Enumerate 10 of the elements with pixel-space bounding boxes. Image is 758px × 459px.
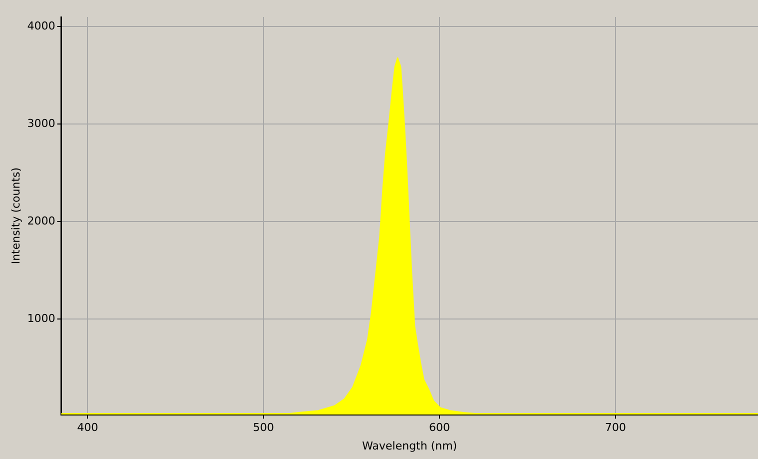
y-tick-label: 4000 [27,20,56,33]
y-tick-label: 2000 [27,214,56,228]
y-tick-label: 1000 [27,312,56,325]
x-tick-label: 700 [604,421,626,434]
y-axis-title: Intensity (counts) [9,167,22,264]
y-tick-label: 3000 [27,117,56,130]
x-tick-label: 600 [429,421,450,434]
x-axis-title: Wavelength (nm) [362,439,458,452]
x-tick-label: 400 [77,421,98,434]
x-tick-label: 500 [253,421,274,434]
